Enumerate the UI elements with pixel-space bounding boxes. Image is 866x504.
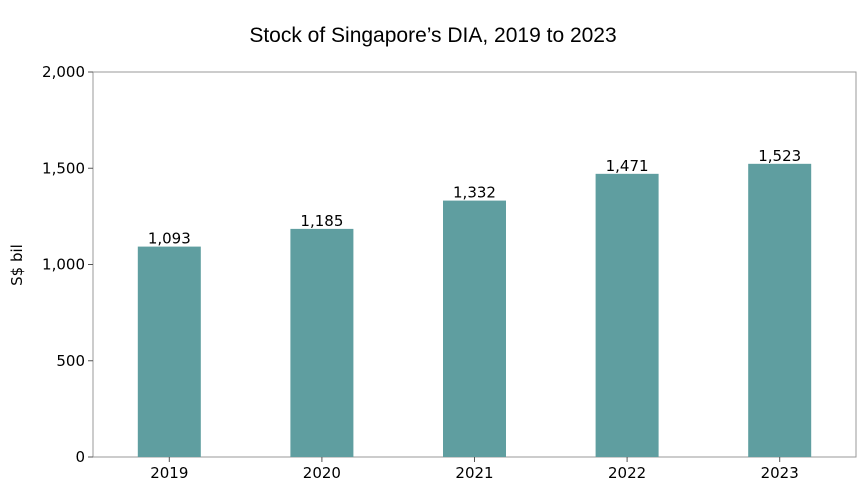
y-axis-title: S$ bil bbox=[8, 244, 26, 286]
bar bbox=[748, 163, 812, 457]
x-tick-label: 2020 bbox=[303, 464, 341, 482]
x-tick-label: 2019 bbox=[150, 464, 188, 482]
bar-data-label: 1,471 bbox=[606, 157, 649, 175]
bar-data-label: 1,185 bbox=[300, 212, 343, 230]
x-tick-label: 2022 bbox=[608, 464, 646, 482]
y-tick-label: 2,000 bbox=[42, 63, 85, 81]
y-tick-label: 1,000 bbox=[42, 256, 85, 274]
bar bbox=[443, 200, 506, 457]
bar-data-label: 1,093 bbox=[148, 230, 191, 248]
y-tick-label: 1,500 bbox=[42, 159, 85, 177]
bar-data-label: 1,523 bbox=[758, 147, 801, 165]
x-tick-label: 2023 bbox=[761, 464, 799, 482]
bar bbox=[290, 228, 354, 457]
x-tick-label: 2021 bbox=[455, 464, 493, 482]
y-tick-label: 500 bbox=[56, 352, 85, 370]
chart-title: Stock of Singapore’s DIA, 2019 to 2023 bbox=[249, 24, 617, 47]
bar bbox=[137, 246, 201, 457]
bar bbox=[595, 173, 659, 457]
bar-data-label: 1,332 bbox=[453, 184, 496, 202]
y-tick-label: 0 bbox=[75, 448, 85, 466]
